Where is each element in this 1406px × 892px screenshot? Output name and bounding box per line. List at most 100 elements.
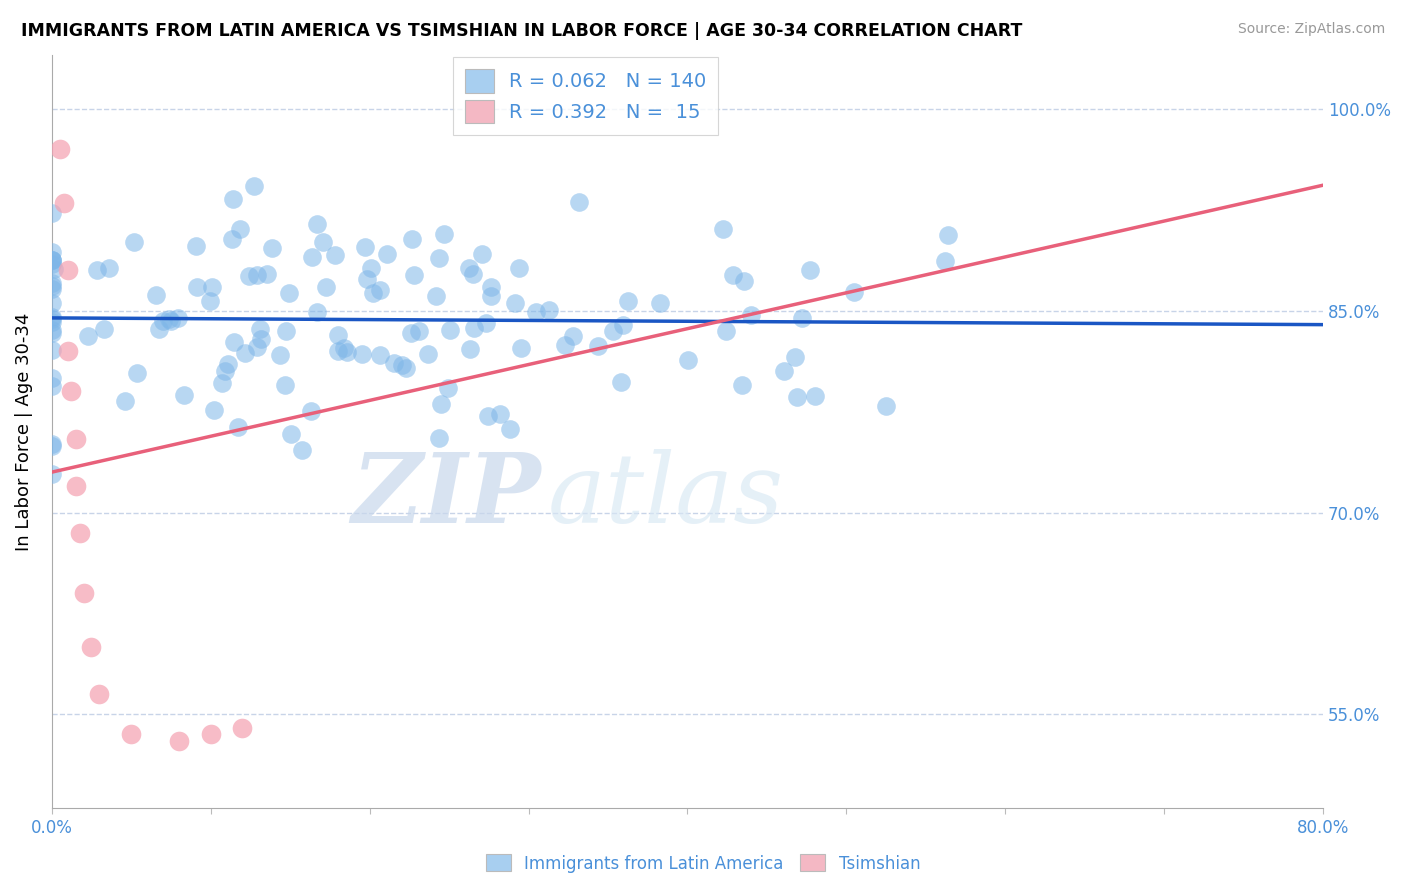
Point	[350, 347, 373, 361]
Point	[301, 250, 323, 264]
Point	[98, 261, 121, 276]
Point	[721, 268, 744, 283]
Point	[278, 286, 301, 301]
Point	[408, 324, 430, 338]
Point	[433, 227, 456, 241]
Point	[323, 248, 346, 262]
Point	[354, 240, 377, 254]
Point	[361, 285, 384, 300]
Point	[235, 345, 257, 359]
Point	[231, 721, 253, 735]
Point	[217, 357, 239, 371]
Point	[80, 640, 103, 654]
Point	[716, 324, 738, 338]
Point	[508, 261, 530, 276]
Point	[243, 178, 266, 193]
Point	[41, 282, 63, 296]
Point	[222, 192, 245, 206]
Point	[262, 241, 284, 255]
Point	[238, 268, 260, 283]
Point	[475, 317, 498, 331]
Point	[439, 323, 461, 337]
Point	[463, 268, 485, 282]
Point	[610, 376, 633, 390]
Text: IMMIGRANTS FROM LATIN AMERICA VS TSIMSHIAN IN LABOR FORCE | AGE 30-34 CORRELATIO: IMMIGRANTS FROM LATIN AMERICA VS TSIMSHI…	[21, 22, 1022, 40]
Point	[41, 323, 63, 337]
Point	[250, 332, 273, 346]
Point	[471, 247, 494, 261]
Point	[458, 342, 481, 356]
Point	[280, 426, 302, 441]
Point	[326, 328, 349, 343]
Point	[804, 389, 827, 403]
Point	[458, 261, 481, 276]
Point	[499, 422, 522, 436]
Point	[391, 358, 413, 372]
Point	[41, 253, 63, 268]
Point	[200, 727, 222, 741]
Point	[427, 431, 450, 445]
Point	[41, 276, 63, 290]
Point	[89, 687, 111, 701]
Point	[157, 312, 180, 326]
Point	[399, 326, 422, 340]
Legend: Immigrants from Latin America, Tsimshian: Immigrants from Latin America, Tsimshian	[479, 847, 927, 880]
Point	[41, 206, 63, 220]
Point	[489, 407, 512, 421]
Point	[160, 314, 183, 328]
Point	[167, 311, 190, 326]
Point	[509, 341, 531, 355]
Point	[416, 347, 439, 361]
Point	[86, 263, 108, 277]
Point	[526, 305, 548, 319]
Point	[786, 390, 808, 404]
Point	[124, 235, 146, 249]
Point	[173, 388, 195, 402]
Point	[676, 353, 699, 368]
Point	[41, 326, 63, 341]
Point	[41, 439, 63, 453]
Point	[229, 222, 252, 236]
Point	[875, 399, 897, 413]
Point	[127, 366, 149, 380]
Point	[404, 268, 426, 282]
Point	[333, 341, 356, 355]
Point	[731, 377, 754, 392]
Point	[41, 467, 63, 481]
Point	[360, 261, 382, 276]
Point	[568, 194, 591, 209]
Point	[41, 437, 63, 451]
Legend: R = 0.062   N = 140, R = 0.392   N =  15: R = 0.062 N = 140, R = 0.392 N = 15	[453, 57, 718, 135]
Point	[65, 478, 87, 492]
Point	[274, 378, 297, 392]
Point	[249, 322, 271, 336]
Point	[226, 420, 249, 434]
Point	[56, 344, 79, 359]
Point	[561, 329, 583, 343]
Point	[588, 339, 610, 353]
Point	[56, 263, 79, 277]
Point	[41, 370, 63, 384]
Text: atlas: atlas	[547, 449, 783, 543]
Point	[41, 252, 63, 267]
Text: Source: ZipAtlas.com: Source: ZipAtlas.com	[1237, 22, 1385, 37]
Point	[152, 314, 174, 328]
Point	[437, 381, 460, 395]
Point	[246, 340, 269, 354]
Point	[256, 267, 278, 281]
Point	[463, 321, 485, 335]
Point	[479, 280, 502, 294]
Point	[315, 280, 337, 294]
Point	[938, 227, 960, 242]
Point	[612, 318, 634, 333]
Point	[53, 196, 76, 211]
Point	[772, 364, 794, 378]
Point	[477, 409, 499, 423]
Point	[145, 287, 167, 301]
Point	[307, 304, 329, 318]
Point	[427, 251, 450, 265]
Point	[221, 232, 243, 246]
Point	[384, 356, 406, 370]
Point	[93, 322, 115, 336]
Point	[554, 338, 576, 352]
